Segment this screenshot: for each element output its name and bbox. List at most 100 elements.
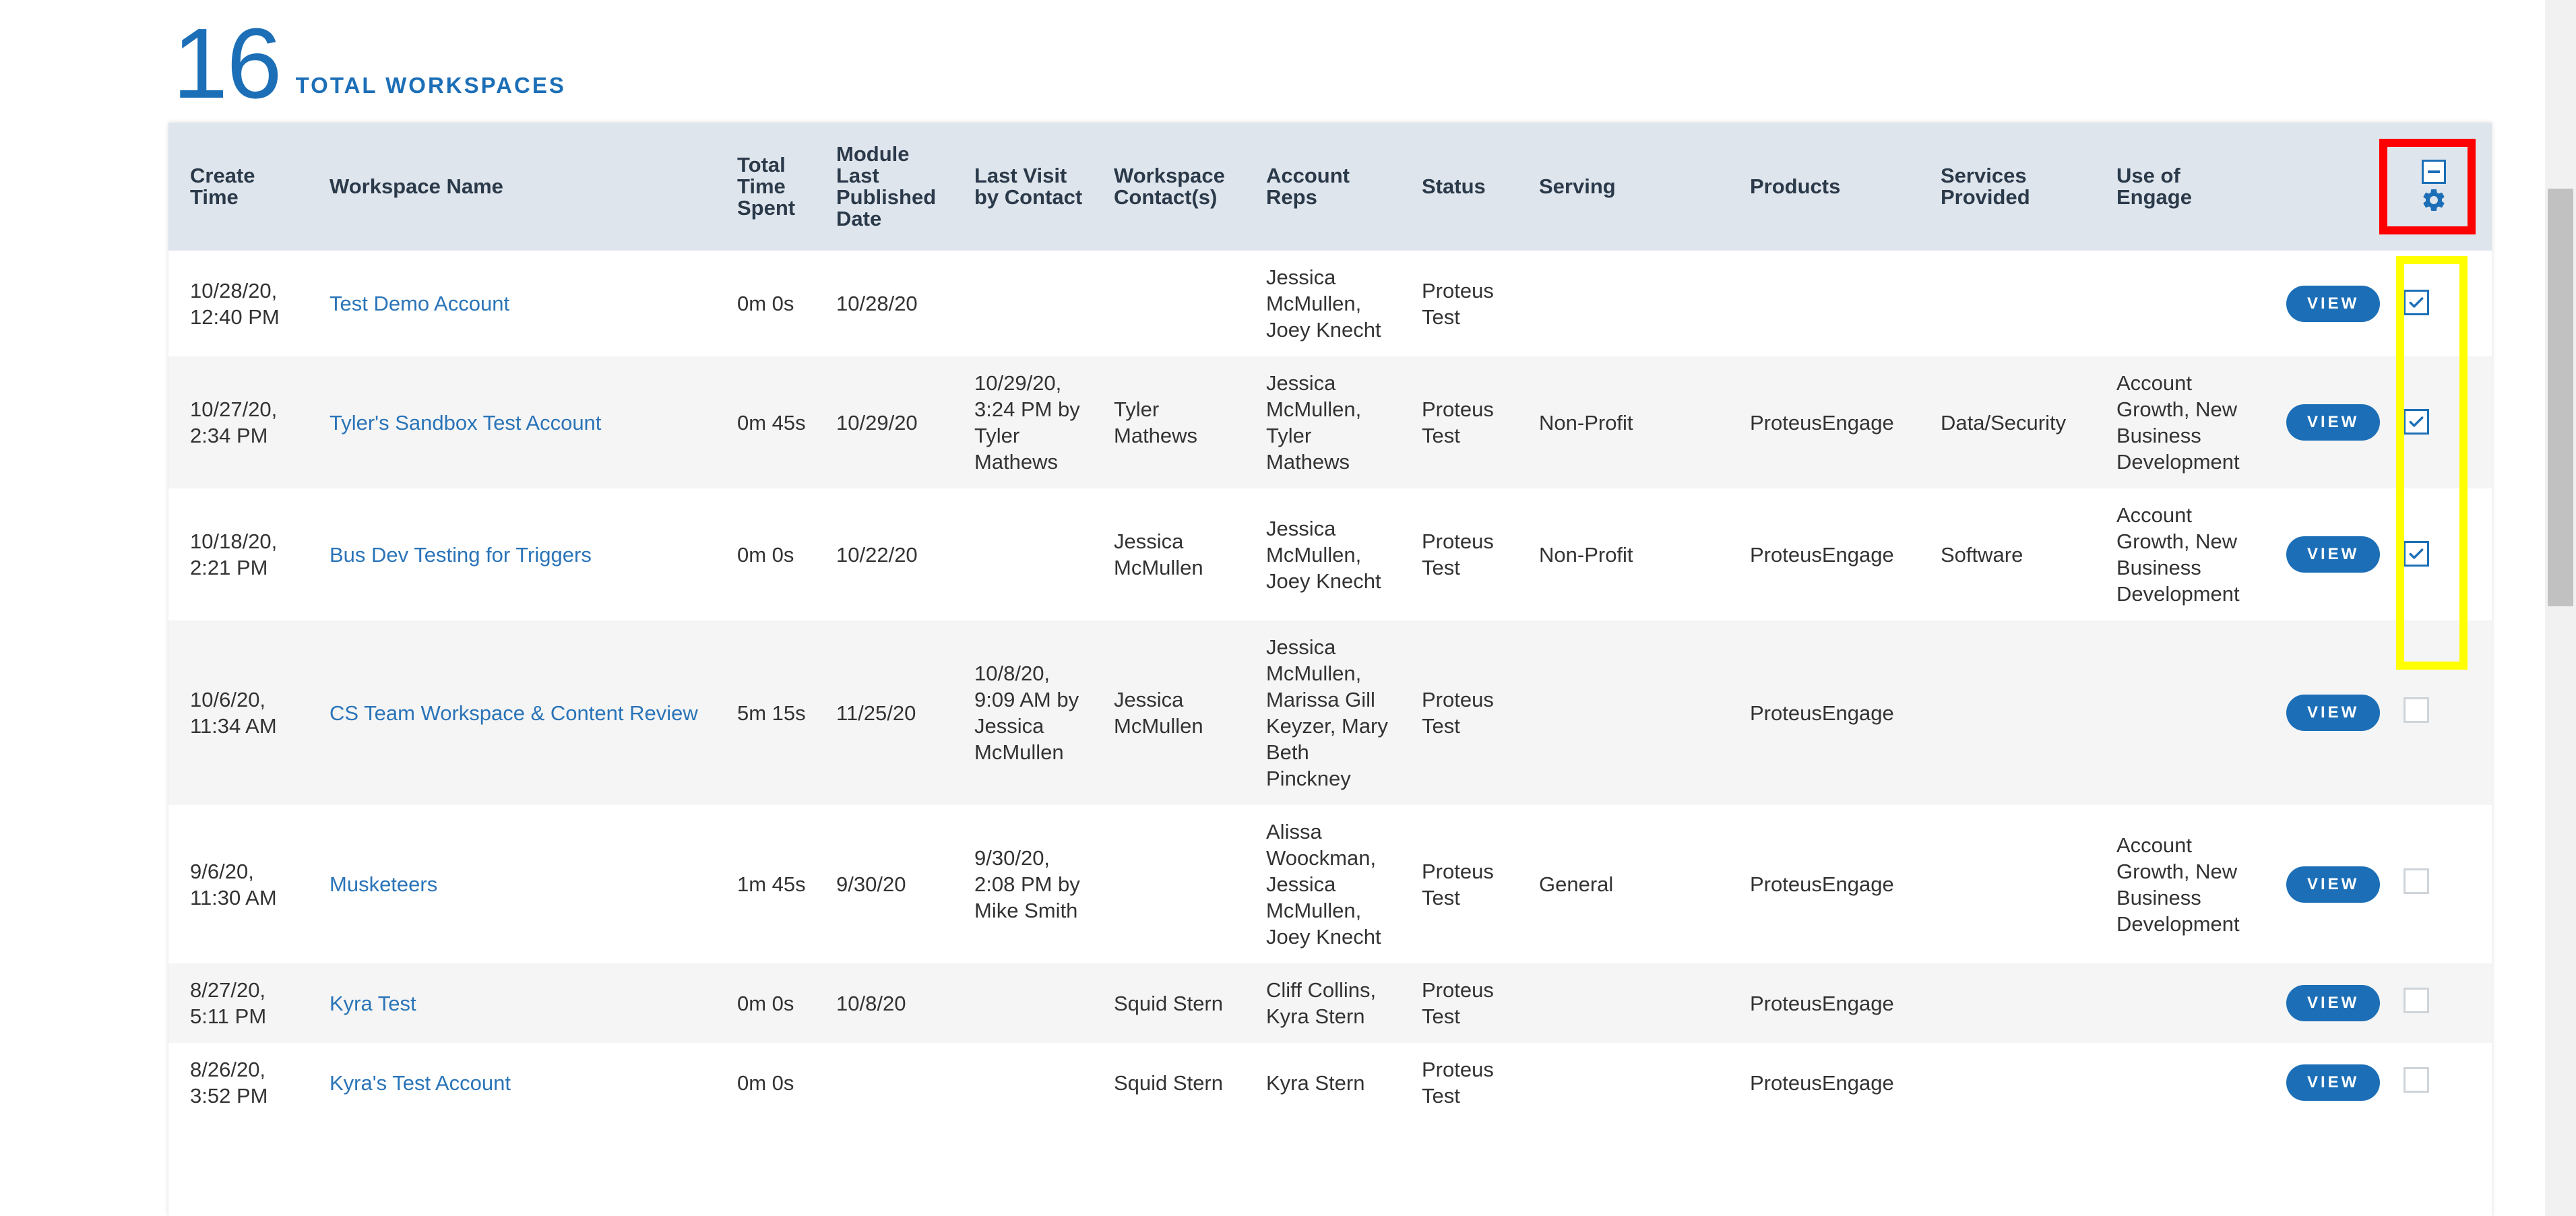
cell-account-reps-text: Cliff Collins, Kyra Stern (1266, 978, 1377, 1028)
view-button[interactable]: VIEW (2286, 695, 2381, 731)
row-select-checkbox[interactable] (2404, 868, 2429, 894)
cell-workspace-name: Kyra Test (308, 963, 716, 1043)
col-header-total-time[interactable]: Total Time Spent (737, 153, 796, 220)
cell-serving: Non-Profit (1517, 356, 1728, 488)
cell-status-text: Proteus Test (1422, 978, 1494, 1028)
cell-last-visit: 10/29/20, 3:24 PM by Tyler Mathews (953, 356, 1092, 488)
workspace-name-link[interactable]: Kyra's Test Account (329, 1070, 511, 1095)
cell-status-text: Proteus Test (1422, 859, 1494, 909)
col-header-create-time[interactable]: Create Time (190, 164, 255, 209)
cell-create-time: 10/6/20, 11:34 AM (168, 620, 308, 805)
row-select-checkbox[interactable] (2404, 408, 2429, 435)
view-button[interactable]: VIEW (2286, 866, 2381, 903)
col-header-products[interactable]: Products (1750, 174, 1841, 198)
cell-status-text: Proteus Test (1422, 397, 1494, 447)
workspace-name-link[interactable]: Kyra Test (329, 991, 416, 1015)
cell-workspace-contacts (1092, 251, 1245, 356)
row-select-checkbox[interactable] (2404, 290, 2429, 315)
cell-total-time-text: 1m 45s (737, 872, 806, 896)
workspace-name-link[interactable]: Bus Dev Testing for Triggers (329, 542, 592, 567)
col-header-serving[interactable]: Serving (1539, 174, 1616, 198)
cell-account-reps-text: Jessica McMullen, Marissa Gill Keyzer, M… (1266, 635, 1388, 790)
cell-total-time: 5m 15s (716, 620, 815, 805)
cell-create-time-text: 9/6/20, 11:30 AM (190, 859, 277, 909)
row-select-checkbox[interactable] (2404, 987, 2429, 1013)
cell-total-time-text: 0m 0s (737, 991, 794, 1015)
cell-serving (1517, 251, 1728, 356)
view-button[interactable]: VIEW (2286, 285, 2381, 322)
cell-workspace-contacts: Jessica McMullen (1092, 488, 1245, 620)
cell-select (2370, 251, 2492, 356)
cell-create-time: 10/27/20, 2:34 PM (168, 356, 308, 488)
cell-select (2370, 356, 2492, 488)
cell-create-time-text: 10/6/20, 11:34 AM (190, 688, 277, 738)
cell-module-published-text: 9/30/20 (836, 872, 906, 896)
view-button[interactable]: VIEW (2286, 985, 2381, 1021)
cell-products: ProteusEngage (1728, 356, 1919, 488)
cell-select (2370, 1043, 2492, 1122)
cell-create-time-text: 10/28/20, 12:40 PM (190, 278, 280, 329)
col-header-workspace-contacts[interactable]: Workspace Contact(s) (1114, 164, 1225, 209)
select-all-checkbox[interactable] (2422, 160, 2446, 184)
workspace-name-link[interactable]: Test Demo Account (329, 292, 510, 315)
cell-use-of-engage (2095, 1043, 2265, 1122)
view-button[interactable]: VIEW (2286, 1064, 2381, 1101)
header-controls (2384, 160, 2484, 214)
cell-use-of-engage (2095, 963, 2265, 1043)
cell-total-time: 0m 0s (716, 251, 815, 356)
cell-create-time: 8/26/20, 3:52 PM (168, 1043, 308, 1122)
col-header-use-of-engage[interactable]: Use of Engage (2116, 164, 2192, 209)
table-row: 8/27/20, 5:11 PM Kyra Test 0m 0s 10/8/20 Squ… (168, 963, 2492, 1043)
cell-products-text: ProteusEngage (1750, 991, 1894, 1015)
cell-select (2370, 488, 2492, 620)
col-header-status[interactable]: Status (1422, 174, 1486, 198)
workspace-name-link[interactable]: Tyler's Sandbox Test Account (329, 410, 602, 435)
cell-view: VIEW (2265, 620, 2381, 805)
cell-total-time: 0m 0s (716, 1043, 815, 1122)
row-select-checkbox[interactable] (2404, 697, 2429, 723)
row-select-checkbox[interactable] (2404, 1066, 2429, 1093)
cell-products-text: ProteusEngage (1750, 1070, 1894, 1095)
workspace-count-label: TOTAL WORKSPACES (295, 73, 566, 98)
cell-services-text: Software (1941, 542, 2023, 567)
col-header-services[interactable]: Services Provided (1941, 164, 2030, 209)
cell-last-visit-text: 9/30/20, 2:08 PM by Mike Smith (974, 846, 1080, 922)
cell-workspace-contacts-text: Jessica McMullen (1114, 688, 1203, 738)
cell-select (2370, 620, 2492, 805)
scrollbar-thumb[interactable] (2548, 189, 2573, 606)
cell-products: ProteusEngage (1728, 620, 1919, 805)
cell-module-published-text: 10/28/20 (836, 292, 918, 315)
col-header-last-visit[interactable]: Last Visit by Contact (974, 164, 1083, 209)
cell-account-reps: Jessica McMullen, Tyler Mathews (1245, 356, 1400, 488)
gear-icon[interactable] (2420, 187, 2447, 214)
scrollbar-track[interactable] (2545, 0, 2576, 1216)
cell-account-reps-text: Jessica McMullen, Joey Knecht (1266, 516, 1381, 593)
col-header-account-reps[interactable]: Account Reps (1266, 164, 1350, 209)
cell-account-reps-text: Jessica McMullen, Tyler Mathews (1266, 371, 1362, 474)
cell-use-of-engage-text: Account Growth, New Business Development (2116, 503, 2240, 606)
workspace-name-link[interactable]: CS Team Workspace & Content Review (329, 701, 698, 725)
cell-last-visit-text: 10/29/20, 3:24 PM by Tyler Mathews (974, 371, 1080, 474)
cell-use-of-engage: Account Growth, New Business Development (2095, 488, 2265, 620)
cell-workspace-contacts-text: Tyler Mathews (1114, 397, 1198, 447)
cell-workspace-contacts (1092, 805, 1245, 963)
cell-workspace-contacts-text: Jessica McMullen (1114, 530, 1203, 579)
cell-serving: Non-Profit (1517, 488, 1728, 620)
cell-account-reps: Jessica McMullen, Joey Knecht (1245, 488, 1400, 620)
table-row: 9/6/20, 11:30 AM Musketeers 1m 45s 9/30/20 9… (168, 805, 2492, 963)
cell-status-text: Proteus Test (1422, 688, 1494, 738)
cell-view: VIEW (2265, 1043, 2381, 1122)
view-button[interactable]: VIEW (2286, 404, 2381, 441)
row-select-checkbox[interactable] (2404, 540, 2429, 567)
col-header-workspace-name[interactable]: Workspace Name (329, 174, 503, 198)
cell-status-text: Proteus Test (1422, 278, 1494, 329)
cell-total-time: 1m 45s (716, 805, 815, 963)
cell-total-time-text: 0m 0s (737, 542, 794, 567)
col-header-view (2265, 123, 2370, 251)
cell-workspace-name: Kyra's Test Account (308, 1043, 716, 1122)
cell-account-reps-text: Kyra Stern (1266, 1070, 1365, 1095)
col-header-module-published[interactable]: Module Last Published Date (836, 142, 937, 230)
view-button[interactable]: VIEW (2286, 536, 2381, 573)
workspace-name-link[interactable]: Musketeers (329, 872, 438, 896)
